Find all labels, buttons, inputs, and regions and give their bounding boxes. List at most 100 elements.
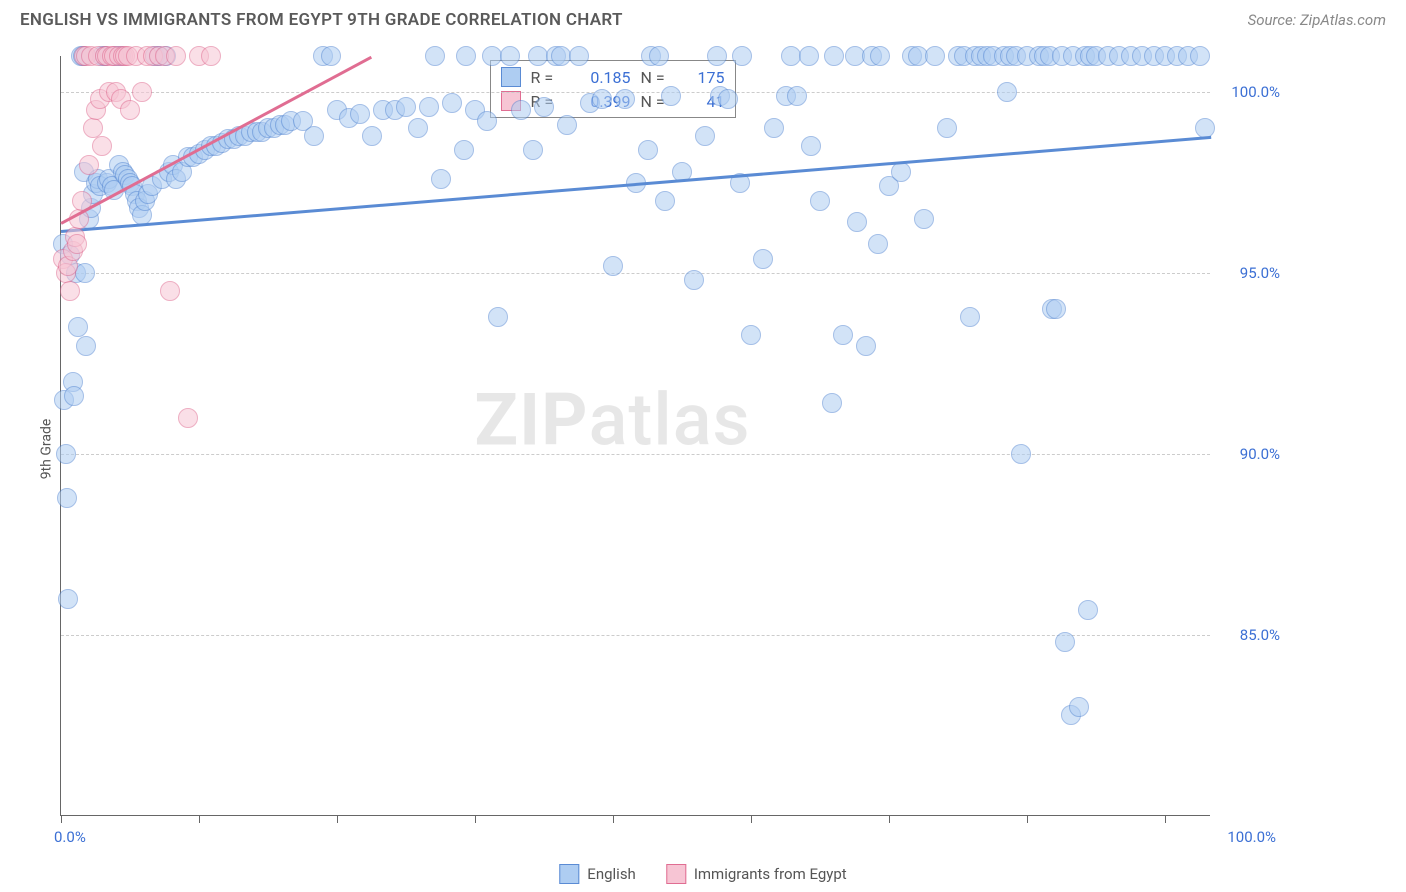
scatter-point (868, 234, 888, 254)
scatter-point (68, 317, 88, 337)
scatter-point (847, 212, 867, 232)
scatter-point (477, 111, 497, 131)
scatter-point (67, 234, 87, 254)
scatter-point (741, 325, 761, 345)
scatter-point (60, 281, 80, 301)
scatter-point (655, 191, 675, 211)
stats-r-label: R = (531, 68, 565, 87)
scatter-point (764, 118, 784, 138)
x-axis-min-label: 0.0% (54, 828, 86, 846)
scatter-point (592, 89, 612, 109)
scatter-point (1011, 444, 1031, 464)
scatter-point (166, 46, 186, 66)
scatter-point (695, 126, 715, 146)
scatter-point (431, 169, 451, 189)
scatter-point (488, 307, 508, 327)
scatter-point (1190, 46, 1210, 66)
scatter-point (304, 126, 324, 146)
x-tick (61, 815, 62, 823)
scatter-point (569, 46, 589, 66)
x-tick (199, 815, 200, 823)
watermark: ZIPatlas (474, 378, 750, 463)
scatter-point (810, 191, 830, 211)
chart-legend: English Immigrants from Egypt (559, 864, 846, 884)
scatter-point (456, 46, 476, 66)
stats-n-value: 175 (685, 68, 725, 87)
x-tick (1165, 815, 1166, 823)
legend-item: English (559, 864, 636, 884)
scatter-point (925, 46, 945, 66)
scatter-point (684, 270, 704, 290)
scatter-point (824, 46, 844, 66)
scatter-point (603, 256, 623, 276)
scatter-point (914, 209, 934, 229)
scatter-point (500, 46, 520, 66)
scatter-point (132, 82, 152, 102)
scatter-point (362, 126, 382, 146)
scatter-point (1046, 299, 1066, 319)
y-tick-label: 95.0% (1240, 264, 1280, 282)
scatter-point (787, 86, 807, 106)
gridline (61, 92, 1210, 93)
chart-title: ENGLISH VS IMMIGRANTS FROM EGYPT 9TH GRA… (20, 10, 623, 30)
scatter-point (856, 336, 876, 356)
scatter-point (1055, 632, 1075, 652)
chart-source: Source: ZipAtlas.com (1248, 11, 1386, 29)
scatter-point (511, 100, 531, 120)
scatter-point (649, 46, 669, 66)
gridline (61, 454, 1210, 455)
chart-area: 9th Grade ZIPatlas R =0.185N =175R =0.39… (20, 46, 1386, 852)
y-axis-label: 9th Grade (38, 419, 54, 480)
scatter-point (419, 97, 439, 117)
chart-header: ENGLISH VS IMMIGRANTS FROM EGYPT 9TH GRA… (0, 0, 1406, 36)
y-tick-label: 90.0% (1240, 445, 1280, 463)
legend-swatch (666, 864, 686, 884)
scatter-point (707, 46, 727, 66)
plot-area: ZIPatlas R =0.185N =175R =0.399N =41 85.… (60, 56, 1210, 816)
scatter-point (64, 386, 84, 406)
scatter-point (997, 82, 1017, 102)
scatter-point (178, 408, 198, 428)
x-tick (337, 815, 338, 823)
scatter-point (833, 325, 853, 345)
scatter-point (718, 89, 738, 109)
trend-line (61, 136, 1211, 233)
scatter-point (75, 263, 95, 283)
scatter-point (56, 444, 76, 464)
scatter-point (350, 104, 370, 124)
scatter-point (92, 136, 112, 156)
scatter-point (534, 97, 554, 117)
y-tick-label: 100.0% (1231, 83, 1280, 101)
legend-swatch (501, 67, 521, 87)
x-tick (889, 815, 890, 823)
scatter-point (321, 46, 341, 66)
y-tick-label: 85.0% (1240, 626, 1280, 644)
scatter-point (83, 118, 103, 138)
stats-r-value: 0.185 (575, 68, 631, 87)
scatter-point (396, 97, 416, 117)
x-tick (613, 815, 614, 823)
scatter-point (732, 46, 752, 66)
scatter-point (408, 118, 428, 138)
legend-label: Immigrants from Egypt (694, 865, 847, 883)
x-tick (475, 815, 476, 823)
scatter-point (454, 140, 474, 160)
scatter-point (120, 100, 140, 120)
scatter-point (615, 89, 635, 109)
scatter-point (1078, 600, 1098, 620)
scatter-point (870, 46, 890, 66)
scatter-point (661, 86, 681, 106)
x-tick (751, 815, 752, 823)
scatter-point (1069, 697, 1089, 717)
scatter-point (160, 281, 180, 301)
scatter-point (58, 589, 78, 609)
legend-swatch (559, 864, 579, 884)
scatter-point (801, 136, 821, 156)
gridline (61, 273, 1210, 274)
scatter-point (557, 115, 577, 135)
stats-row: R =0.185N =175 (501, 65, 725, 89)
scatter-point (79, 155, 99, 175)
scatter-point (201, 46, 221, 66)
scatter-point (799, 46, 819, 66)
legend-item: Immigrants from Egypt (666, 864, 847, 884)
